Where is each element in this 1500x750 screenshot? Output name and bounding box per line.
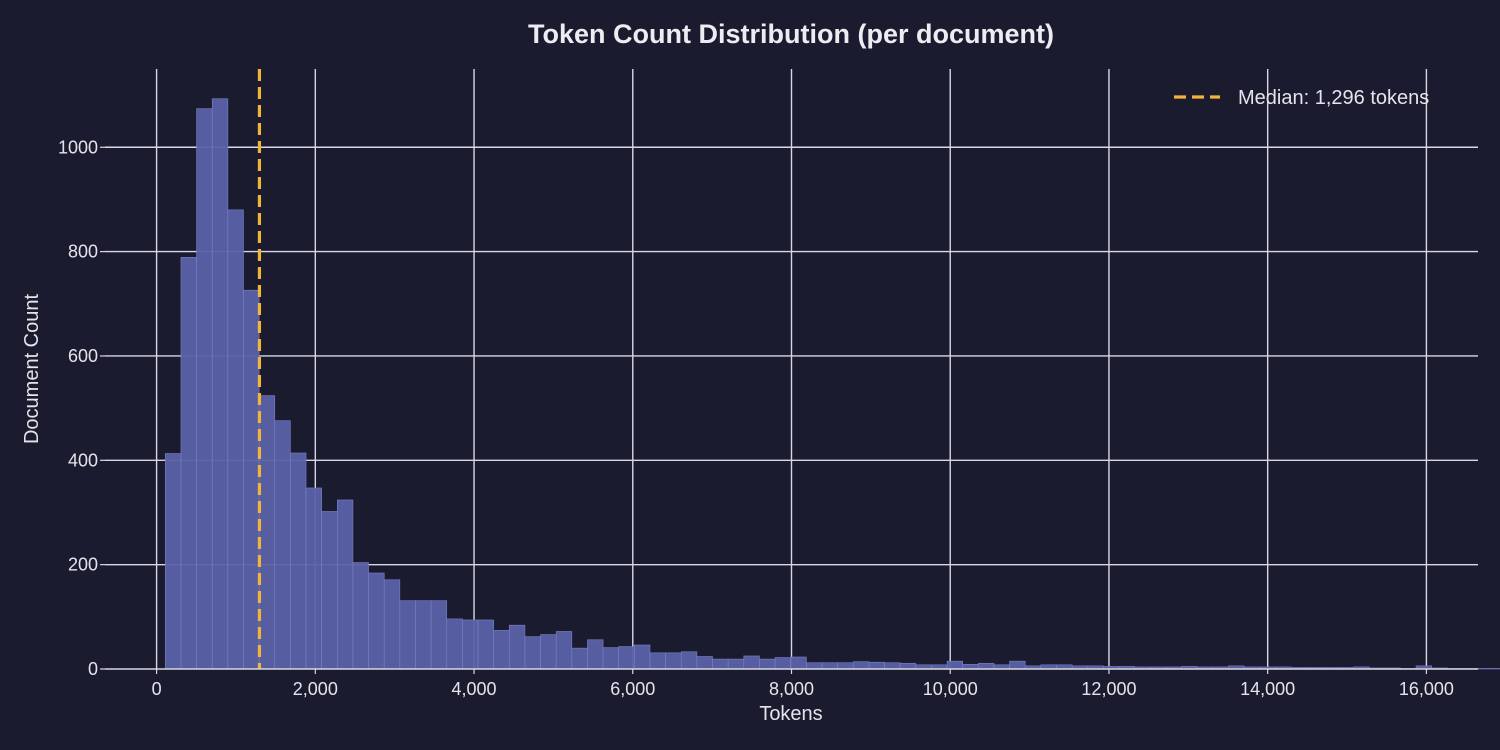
- histogram-bar: [774, 657, 792, 670]
- x-tick-label: 16,000: [1399, 679, 1454, 699]
- legend-median-label: Median: 1,296 tokens: [1238, 87, 1429, 109]
- y-tick-label: 800: [68, 242, 98, 262]
- histogram-bar: [837, 662, 854, 670]
- histogram-bar: [290, 452, 307, 670]
- histogram-bar: [415, 600, 432, 670]
- x-tick-label: 2,000: [293, 679, 338, 699]
- grid-lines: [105, 69, 1478, 669]
- histogram-bar: [649, 652, 666, 670]
- histogram-bar: [712, 658, 729, 670]
- x-tick-label: 14,000: [1240, 679, 1295, 699]
- histogram-bar: [665, 652, 682, 670]
- histogram-bar: [211, 98, 229, 670]
- x-tick-label: 12,000: [1081, 679, 1136, 699]
- y-axis-label: Document Count: [21, 294, 43, 445]
- histogram-bar: [852, 661, 870, 670]
- histogram-bar: [618, 646, 635, 670]
- y-tick-label: 600: [68, 346, 98, 366]
- histogram-bar: [383, 579, 401, 670]
- x-tick-label: 6,000: [610, 679, 655, 699]
- y-tick-label: 1000: [58, 137, 98, 157]
- histogram-bar: [477, 619, 494, 670]
- histogram-bar: [399, 600, 416, 670]
- x-tick-label: 10,000: [923, 679, 978, 699]
- histogram-bar: [243, 289, 260, 670]
- histogram-bar: [336, 499, 354, 670]
- histogram-bar: [180, 257, 197, 670]
- histogram-bar: [899, 662, 917, 670]
- histogram-bar: [274, 420, 291, 670]
- histogram-bar: [587, 639, 604, 670]
- histogram-bar: [430, 600, 448, 670]
- legend: Median: 1,296 tokens: [1174, 87, 1429, 109]
- histogram-bar: [165, 453, 182, 670]
- histogram-bar: [868, 661, 885, 670]
- histogram-bar: [1009, 660, 1026, 670]
- histogram-bar: [978, 662, 995, 670]
- histogram-bar: [1478, 668, 1495, 670]
- y-tick-label: 200: [68, 555, 98, 575]
- chart-title: Token Count Distribution (per document): [528, 19, 1054, 49]
- histogram-bar: [555, 631, 573, 670]
- histogram-bar: [462, 619, 479, 670]
- histogram-bar: [508, 624, 526, 670]
- y-tick-label: 400: [68, 450, 98, 470]
- axes: 0 2,000 4,000 6,000 8,000 10,000 12,000 14,000 1…: [58, 137, 1478, 699]
- histogram-bar: [571, 647, 588, 670]
- histogram-bar: [493, 630, 510, 670]
- histogram-bar: [368, 572, 385, 670]
- histogram-bar: [196, 108, 213, 670]
- histogram-bar: [446, 618, 463, 670]
- histogram-bar: [884, 662, 901, 670]
- histogram-bar: [321, 511, 338, 670]
- histogram-bar: [759, 658, 776, 670]
- histogram-bar: [821, 662, 838, 670]
- histogram-bar: [962, 664, 979, 670]
- histogram-bar: [540, 634, 557, 670]
- histogram-bar: [524, 636, 541, 670]
- histogram-bar: [1493, 668, 1500, 670]
- x-tick-label: 0: [152, 679, 162, 699]
- histogram-bar: [634, 644, 651, 670]
- histogram-bar: [352, 562, 369, 670]
- histogram-bar: [806, 662, 823, 670]
- histogram-bar: [602, 647, 620, 670]
- histogram-bar: [305, 487, 322, 670]
- histogram-bar: [743, 655, 760, 670]
- histogram-bar: [727, 658, 745, 670]
- histogram-bar: [258, 395, 276, 670]
- histogram-bar: [227, 209, 244, 670]
- x-tick-label: 4,000: [452, 679, 497, 699]
- x-axis-label: Tokens: [759, 703, 822, 725]
- histogram-bar: [680, 651, 698, 670]
- histogram-bar: [946, 660, 963, 670]
- histogram-bar: [790, 656, 807, 670]
- y-tick-label: 0: [88, 659, 98, 679]
- histogram-bar: [696, 656, 713, 670]
- x-tick-label: 8,000: [769, 679, 814, 699]
